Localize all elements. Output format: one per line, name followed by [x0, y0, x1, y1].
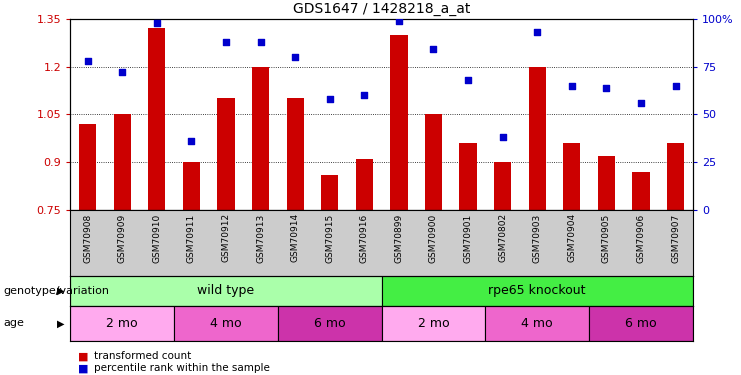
- Bar: [494, 162, 511, 210]
- Text: GSM70915: GSM70915: [325, 213, 334, 262]
- Text: wild type: wild type: [197, 284, 255, 297]
- Text: GSM70903: GSM70903: [533, 213, 542, 262]
- Bar: [382, 276, 693, 306]
- Text: 4 mo: 4 mo: [210, 317, 242, 330]
- Bar: [70, 306, 174, 341]
- Bar: [589, 306, 693, 341]
- Text: GSM70802: GSM70802: [498, 213, 507, 262]
- Bar: [598, 156, 615, 210]
- Bar: [667, 143, 684, 210]
- Text: GSM70909: GSM70909: [118, 213, 127, 262]
- Text: 2 mo: 2 mo: [418, 317, 449, 330]
- Bar: [391, 35, 408, 210]
- Text: transformed count: transformed count: [94, 351, 191, 361]
- Point: [496, 134, 508, 140]
- Text: ■: ■: [78, 351, 88, 361]
- Text: GSM70911: GSM70911: [187, 213, 196, 262]
- Text: rpe65 knockout: rpe65 knockout: [488, 284, 586, 297]
- Text: GSM70899: GSM70899: [394, 213, 403, 262]
- Point: [600, 85, 612, 91]
- Bar: [183, 162, 200, 210]
- Text: GSM70912: GSM70912: [222, 213, 230, 262]
- Text: percentile rank within the sample: percentile rank within the sample: [94, 363, 270, 373]
- Text: 2 mo: 2 mo: [107, 317, 138, 330]
- Text: 6 mo: 6 mo: [314, 317, 345, 330]
- Bar: [148, 28, 165, 210]
- Text: GSM70900: GSM70900: [429, 213, 438, 262]
- Bar: [356, 159, 373, 210]
- Text: GSM70907: GSM70907: [671, 213, 680, 262]
- Text: GSM70904: GSM70904: [568, 213, 576, 262]
- Point: [566, 83, 578, 89]
- Bar: [287, 99, 304, 210]
- Text: age: age: [4, 318, 24, 328]
- Point: [324, 96, 336, 102]
- Point: [359, 92, 370, 98]
- Text: GSM70914: GSM70914: [290, 213, 299, 262]
- Point: [531, 29, 543, 35]
- Title: GDS1647 / 1428218_a_at: GDS1647 / 1428218_a_at: [293, 2, 471, 16]
- Point: [428, 46, 439, 53]
- Bar: [425, 114, 442, 210]
- Bar: [252, 67, 269, 210]
- Text: 4 mo: 4 mo: [522, 317, 553, 330]
- Bar: [528, 67, 546, 210]
- Point: [462, 77, 474, 83]
- Text: GSM70905: GSM70905: [602, 213, 611, 262]
- Text: ▶: ▶: [57, 286, 64, 296]
- Point: [82, 58, 93, 64]
- Point: [393, 18, 405, 24]
- Bar: [70, 276, 382, 306]
- Bar: [278, 306, 382, 341]
- Point: [289, 54, 301, 60]
- Text: 6 mo: 6 mo: [625, 317, 657, 330]
- Bar: [79, 124, 96, 210]
- Bar: [632, 172, 650, 210]
- Point: [670, 83, 682, 89]
- Text: genotype/variation: genotype/variation: [4, 286, 110, 296]
- Bar: [174, 306, 278, 341]
- Bar: [563, 143, 580, 210]
- Point: [635, 100, 647, 106]
- Bar: [321, 175, 339, 210]
- Point: [185, 138, 197, 144]
- Text: GSM70906: GSM70906: [637, 213, 645, 262]
- Bar: [382, 306, 485, 341]
- Text: GSM70901: GSM70901: [464, 213, 473, 262]
- Text: GSM70908: GSM70908: [83, 213, 92, 262]
- Bar: [113, 114, 131, 210]
- Bar: [217, 99, 235, 210]
- Bar: [485, 306, 589, 341]
- Text: ▶: ▶: [57, 318, 64, 328]
- Point: [116, 69, 128, 75]
- Point: [151, 20, 163, 26]
- Point: [255, 39, 267, 45]
- Point: [220, 39, 232, 45]
- Bar: [459, 143, 476, 210]
- Text: ■: ■: [78, 363, 88, 373]
- Text: GSM70910: GSM70910: [153, 213, 162, 262]
- Text: GSM70913: GSM70913: [256, 213, 265, 262]
- Text: GSM70916: GSM70916: [360, 213, 369, 262]
